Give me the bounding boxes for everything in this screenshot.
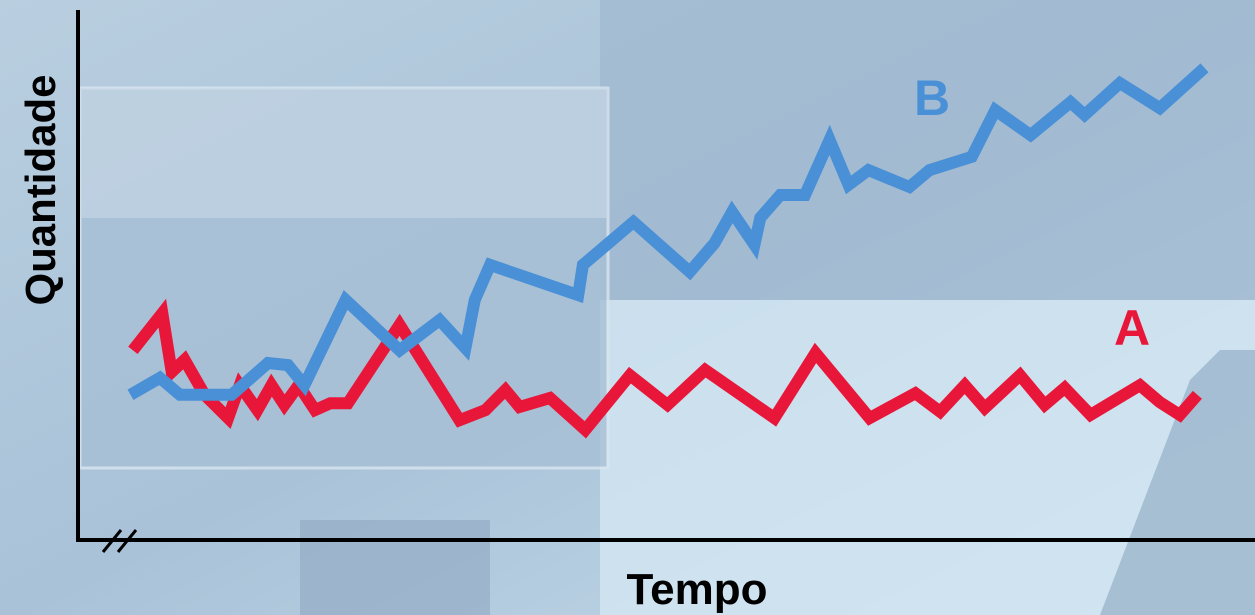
series-line [128, 298, 1202, 439]
axis-break [101, 529, 123, 553]
y-axis-label: Quantidade [17, 74, 64, 305]
photo-tail [1100, 350, 1255, 615]
series-label: A [1114, 300, 1150, 356]
axis-break [116, 529, 138, 553]
plot-area: AB [127, 63, 1209, 439]
x-axis-label: Tempo [627, 565, 768, 614]
photo-inset [80, 88, 608, 218]
photo-area [300, 520, 490, 615]
series-line [127, 63, 1209, 401]
series-label: B [914, 70, 950, 126]
